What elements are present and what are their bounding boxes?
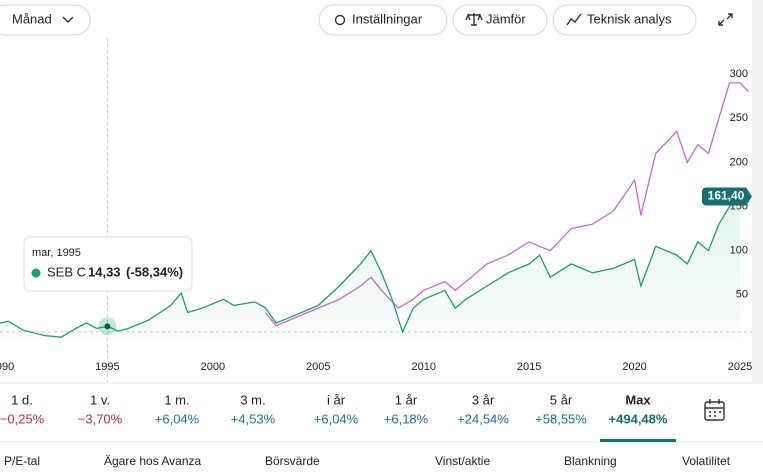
period-label: 1 år — [395, 392, 418, 407]
period-change: +4,53% — [231, 411, 276, 426]
period-tab[interactable]: 1 v. −3,70% — [78, 392, 123, 426]
period-label: 3 år — [472, 392, 495, 407]
tooltip-series: SEB C — [47, 264, 86, 279]
x-tick-label: 1995 — [95, 361, 119, 373]
period-change: +6,04% — [155, 411, 200, 426]
info-tab[interactable]: Börsvärde — [265, 454, 320, 468]
period-label: Max — [625, 392, 651, 407]
hover-point — [104, 323, 111, 330]
period-change: +494,48% — [609, 411, 668, 426]
period-change: −0,25% — [0, 411, 45, 426]
period-label: 5 år — [550, 392, 573, 407]
interval-label: Månad — [12, 11, 52, 26]
settings-button[interactable] — [318, 4, 448, 36]
y-tick-label: 200 — [730, 156, 748, 168]
x-tick-label: 2015 — [517, 361, 541, 373]
expand-icon[interactable] — [718, 13, 733, 26]
period-tab[interactable]: 1 d. −0,25% — [0, 392, 45, 426]
info-tab[interactable]: Ägare hos Avanza — [104, 454, 202, 468]
period-change: +58,55% — [535, 411, 587, 426]
info-tab[interactable]: P/E-tal — [4, 454, 40, 468]
tooltip-value: 14,33 — [88, 264, 121, 279]
chevron-icon — [62, 16, 74, 23]
scale-icon — [465, 13, 483, 26]
interval-button[interactable] — [0, 4, 91, 36]
period-label: 1 v. — [90, 392, 110, 407]
settings-label: Inställningar — [352, 11, 423, 26]
period-label: 1 m. — [164, 392, 189, 407]
x-tick-label: 2000 — [201, 361, 225, 373]
price-tag-label: 161,40 — [708, 189, 745, 203]
x-tick-label: 2020 — [622, 361, 646, 373]
period-label: 3 m. — [240, 392, 265, 407]
period-label: i år — [327, 392, 346, 407]
line — [0, 195, 741, 338]
technical-button[interactable] — [552, 4, 697, 36]
period-tab[interactable]: 3 år +24,54% — [457, 392, 509, 426]
period-tab[interactable]: i år +6,04% — [314, 392, 359, 426]
y-tick-label: 300 — [730, 68, 748, 80]
period-tab[interactable]: 3 m. +4,53% — [231, 392, 276, 426]
calendar-frame — [704, 401, 725, 421]
period-tab[interactable]: 1 år +6,18% — [384, 392, 429, 426]
tooltip-dot — [31, 268, 41, 278]
period-tab[interactable]: Max +494,48% — [600, 392, 676, 442]
tooltip — [23, 236, 193, 292]
period-tab[interactable]: 5 år +58,55% — [535, 392, 587, 426]
info-tab[interactable]: Blankning — [564, 454, 617, 468]
info-tab[interactable]: Vinst/aktie — [435, 454, 490, 468]
tooltip-change: (-58,34%) — [126, 264, 183, 279]
period-tab[interactable]: 1 m. +6,04% — [155, 392, 200, 426]
x-tick-label: 2010 — [411, 361, 435, 373]
active-underline — [600, 439, 676, 442]
calendar-lines — [705, 399, 724, 417]
x-tick-label: 2025 — [728, 361, 752, 373]
info-tab[interactable]: Volatilitet — [682, 454, 731, 468]
gear-icon — [334, 14, 346, 26]
period-change: −3,70% — [78, 411, 123, 426]
period-label: 1 d. — [11, 392, 33, 407]
technical-label: Teknisk analys — [587, 11, 672, 26]
trend-icon — [566, 13, 582, 26]
price-tag — [702, 187, 752, 206]
calendar-icon[interactable] — [704, 399, 725, 421]
period-change: +6,18% — [384, 411, 429, 426]
period-change: +6,04% — [314, 411, 359, 426]
x-tick-label: 2005 — [306, 361, 330, 373]
area — [0, 196, 740, 339]
y-tick-label: 250 — [730, 112, 748, 124]
x-tick-label: 1990 — [0, 361, 14, 373]
tooltip-date: mar, 1995 — [32, 247, 81, 259]
scrollbar — [752, 0, 763, 382]
compare-label: Jämför — [486, 11, 526, 26]
compare-button[interactable] — [452, 4, 548, 36]
period-change: +24,54% — [457, 411, 509, 426]
